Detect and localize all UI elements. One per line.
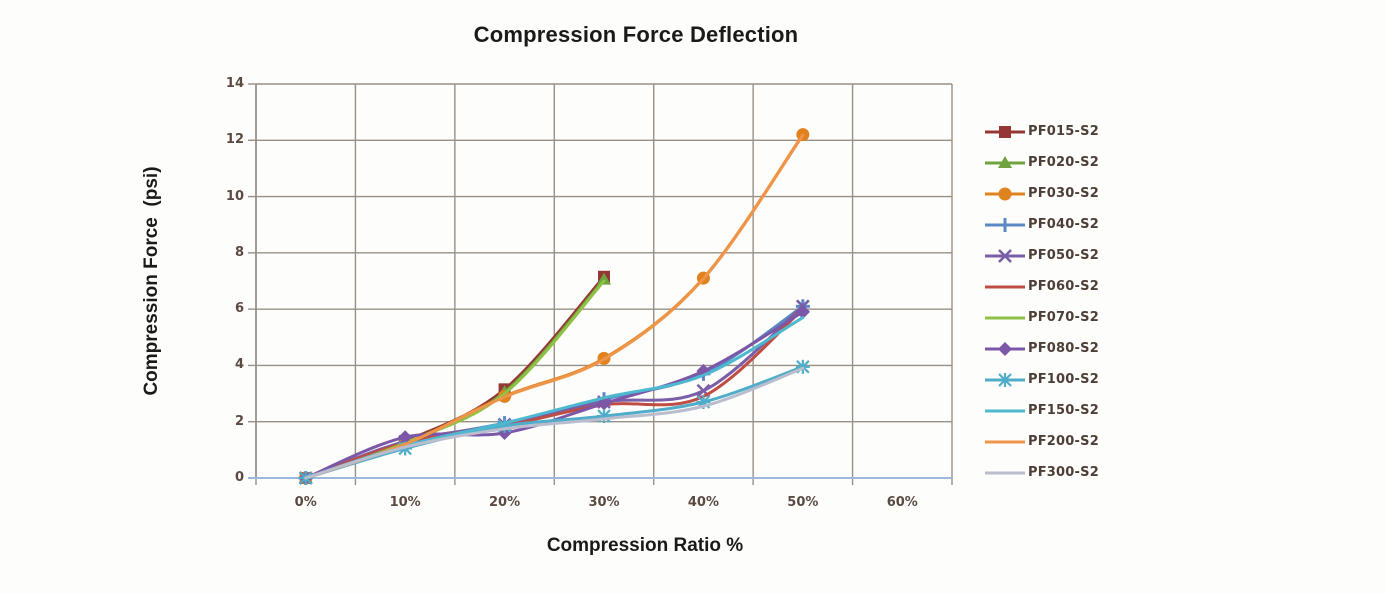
legend-label-PF200-S2: PF200-S2 — [1028, 434, 1099, 449]
legend-item-PF020-S2: PF020-S2 — [984, 147, 1134, 178]
x-tick-label-20%: 20% — [489, 495, 521, 510]
legend-swatch-PF030-S2 — [985, 187, 1025, 200]
y-tick-label-0: 0 — [234, 470, 244, 485]
legend-item-PF070-S2: PF070-S2 — [984, 302, 1134, 333]
x-marker — [998, 248, 1012, 263]
legend-swatch-PF080-S2 — [985, 341, 1025, 356]
square-marker — [999, 125, 1011, 138]
series-line-PF200-S2 — [304, 133, 805, 480]
y-tick-label-6: 6 — [234, 301, 244, 317]
x-tick-label-30%: 30% — [588, 495, 620, 510]
series-PF200-S2 — [304, 133, 805, 480]
x-marker — [696, 383, 711, 398]
legend-item-PF015-S2: PF015-S2 — [984, 116, 1134, 147]
series-PF300-S2 — [304, 366, 805, 480]
legend-swatch-PF050-S2 — [985, 248, 1025, 263]
circle-marker — [998, 187, 1012, 200]
diamond-marker — [795, 304, 810, 319]
y-tick-label-4: 4 — [234, 357, 244, 373]
legend-item-PF100-S2: PF100-S2 — [984, 364, 1134, 395]
legend-item-PF050-S2: PF050-S2 — [984, 240, 1134, 271]
chart-legend: PF015-S2 PF020-S2 PF030-S2 PF040-S2 PF050-S2… — [984, 116, 1134, 488]
legend-swatch-PF070-S2 — [985, 316, 1025, 319]
legend-item-PF300-S2: PF300-S2 — [984, 457, 1134, 488]
legend-label-PF030-S2: PF030-S2 — [1028, 186, 1099, 201]
y-tick-label-2: 2 — [234, 413, 244, 429]
legend-label-PF150-S2: PF150-S2 — [1028, 403, 1099, 418]
legend-label-PF080-S2: PF080-S2 — [1028, 341, 1099, 356]
legend-label-PF020-S2: PF020-S2 — [1028, 155, 1099, 170]
legend-label-PF300-S2: PF300-S2 — [1028, 465, 1099, 480]
diamond-marker — [998, 341, 1012, 356]
legend-item-PF200-S2: PF200-S2 — [984, 426, 1134, 457]
y-tick-label-10: 10 — [225, 188, 244, 204]
legend-label-PF050-S2: PF050-S2 — [1028, 248, 1099, 263]
triangle-marker — [998, 155, 1012, 168]
legend-item-PF060-S2: PF060-S2 — [984, 271, 1134, 302]
legend-swatch-PF100-S2 — [985, 372, 1025, 387]
x-tick-label-60%: 60% — [886, 495, 918, 510]
legend-item-PF030-S2: PF030-S2 — [984, 178, 1134, 209]
series-line-PF300-S2 — [304, 366, 805, 480]
legend-label-PF070-S2: PF070-S2 — [1028, 310, 1099, 325]
y-tick-label-14: 14 — [225, 76, 244, 91]
legend-swatch-PF060-S2 — [985, 285, 1025, 288]
x-tick-label-40%: 40% — [687, 495, 719, 510]
x-tick-label-0%: 0% — [294, 495, 317, 510]
y-tick-label-8: 8 — [234, 244, 244, 260]
legend-item-PF080-S2: PF080-S2 — [984, 333, 1134, 364]
x-tick-label-10%: 10% — [389, 495, 421, 510]
y-tick-label-12: 12 — [225, 132, 244, 148]
legend-swatch-PF300-S2 — [985, 471, 1025, 474]
legend-label-PF015-S2: PF015-S2 — [1028, 124, 1099, 139]
legend-item-PF150-S2: PF150-S2 — [984, 395, 1134, 426]
diamond-marker — [398, 430, 413, 445]
x-axis-title: Compression Ratio % — [546, 535, 744, 556]
legend-item-PF040-S2: PF040-S2 — [984, 209, 1134, 240]
legend-label-PF060-S2: PF060-S2 — [1028, 279, 1099, 294]
legend-swatch-PF040-S2 — [985, 217, 1025, 232]
legend-swatch-PF015-S2 — [985, 125, 1025, 138]
chart-title: Compression Force Deflection — [473, 22, 799, 47]
legend-label-PF040-S2: PF040-S2 — [1028, 217, 1099, 232]
x-tick-label-50%: 50% — [787, 495, 819, 510]
triangle-marker — [597, 272, 611, 285]
legend-swatch-PF150-S2 — [985, 409, 1025, 412]
legend-label-PF100-S2: PF100-S2 — [1028, 372, 1099, 387]
legend-swatch-PF020-S2 — [985, 155, 1025, 168]
legend-swatch-PF200-S2 — [985, 440, 1025, 443]
